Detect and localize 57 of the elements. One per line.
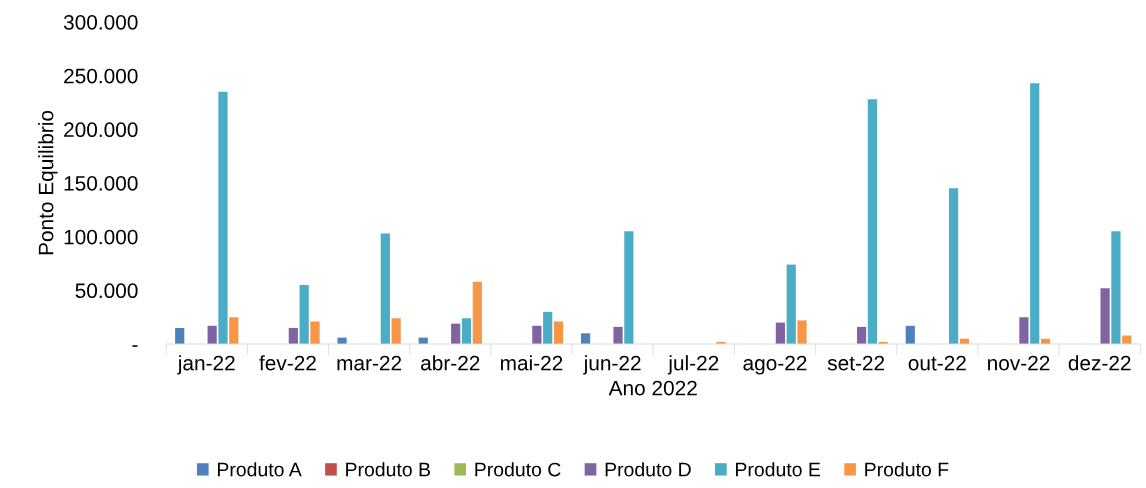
- y-tick-label: -: [132, 345, 138, 347]
- bar: [1030, 83, 1040, 345]
- bar: [229, 317, 239, 345]
- x-tick-label: mar-22: [337, 355, 402, 371]
- bar: [472, 281, 482, 345]
- x-tick-label: set-22: [827, 355, 885, 371]
- bar: [867, 99, 877, 345]
- bar: [775, 322, 785, 345]
- bar: [391, 318, 401, 345]
- x-tick-label: jan-22: [177, 355, 235, 375]
- bar: [1019, 317, 1029, 345]
- bar: [905, 325, 915, 345]
- y-tick-label: 150.000: [64, 176, 138, 191]
- bar: [380, 233, 390, 345]
- x-tick-label: jun-22: [583, 355, 641, 375]
- bar: [451, 323, 461, 345]
- bar: [786, 264, 796, 345]
- bar: [461, 318, 472, 345]
- y-axis-title: Ponto Equilibrio: [38, 110, 58, 255]
- bar: [1100, 288, 1110, 345]
- legend-label: Produto C: [475, 462, 561, 477]
- bar: [624, 231, 634, 345]
- x-tick-label: fev-22: [259, 355, 316, 371]
- y-tick-label: 250.000: [64, 68, 138, 84]
- x-tick-label: nov-22: [988, 355, 1050, 371]
- bar: [797, 320, 807, 345]
- bar: [856, 326, 867, 345]
- y-tick-label: 300.000: [63, 14, 138, 30]
- bar: [580, 333, 591, 345]
- bar: [532, 325, 542, 345]
- legend-label: Produto B: [346, 462, 430, 477]
- x-tick-label: dez-22: [1068, 355, 1131, 371]
- bar: [1111, 231, 1121, 345]
- x-tick-label: abr-22: [421, 355, 480, 371]
- legend-label: Produto E: [736, 462, 821, 477]
- x-tick-label: out-22: [908, 355, 966, 371]
- bar: [218, 91, 228, 345]
- legend-label: Produto D: [605, 462, 691, 477]
- legend-label: Produto A: [217, 462, 302, 477]
- bar: [613, 326, 623, 345]
- bar: [207, 325, 217, 345]
- x-axis-title: Ano 2022: [608, 380, 697, 396]
- bar: [175, 327, 185, 345]
- y-tick-label: 50.000: [75, 283, 138, 299]
- bar: [288, 327, 298, 345]
- bar: [310, 321, 320, 345]
- x-tick-label: jul-22: [667, 355, 719, 375]
- bar: [1122, 335, 1132, 345]
- x-tick-label: ago-22: [743, 355, 807, 375]
- bar: [543, 311, 553, 345]
- x-tick-label: mai-22: [501, 355, 563, 371]
- bar: [948, 188, 959, 345]
- bar: [553, 321, 564, 345]
- legend-label: Produto F: [865, 462, 949, 477]
- y-tick-label: 200.000: [64, 122, 138, 138]
- y-tick-label: 100.000: [64, 229, 138, 245]
- bar: [299, 284, 309, 345]
